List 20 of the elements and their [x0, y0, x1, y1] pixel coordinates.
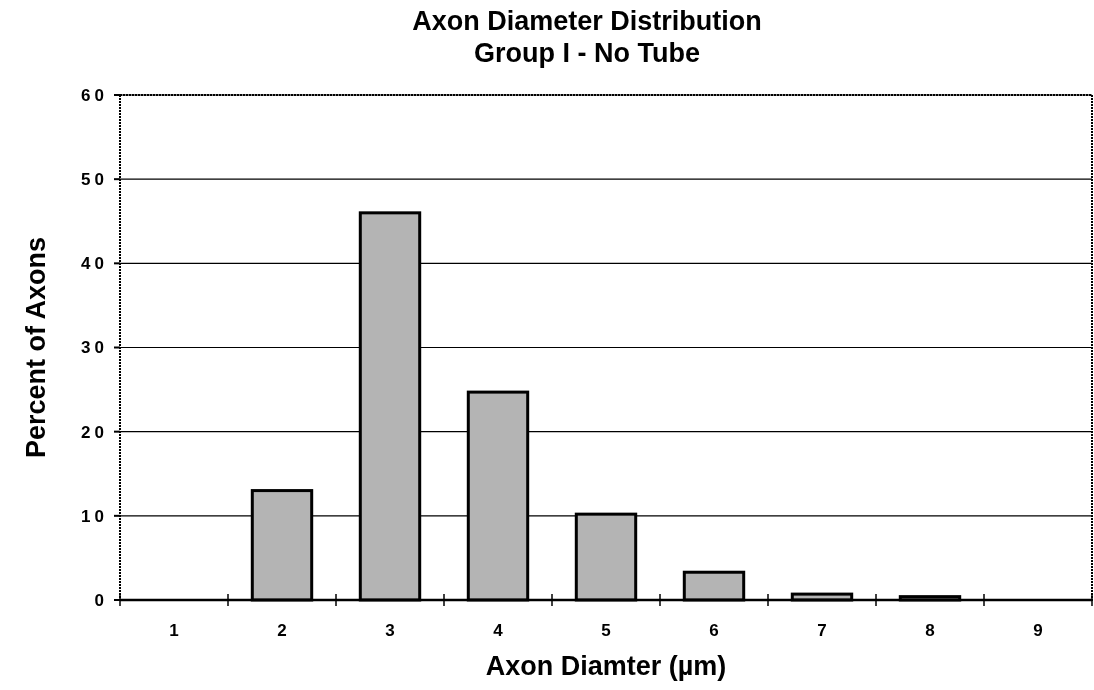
y-tick-label: 50: [81, 170, 108, 190]
x-tick-label: 7: [817, 621, 827, 640]
x-tick-label: 9: [1033, 621, 1043, 640]
x-tick-label: 8: [925, 621, 935, 640]
chart-subtitle: Group I - No Tube: [474, 38, 700, 68]
x-tick-label: 2: [277, 621, 287, 640]
y-axis-title: Percent of Axons: [21, 236, 51, 459]
y-tick-label: 40: [81, 254, 108, 274]
x-tick-label: 6: [709, 621, 719, 640]
y-tick-label: 0: [94, 590, 108, 610]
chart-title: Axon Diameter Distribution: [412, 6, 762, 36]
y-tick-label: 60: [81, 85, 108, 105]
x-tick-label: 4: [493, 621, 504, 640]
x-tick-label: 3: [385, 621, 395, 640]
y-tick-label: 10: [81, 506, 108, 526]
x-axis-title: Axon Diamter (µm): [485, 651, 727, 681]
y-tick-label: 20: [81, 422, 108, 442]
x-tick-label: 1: [169, 621, 179, 640]
y-tick-label: 30: [81, 338, 108, 358]
x-tick-label: 5: [601, 621, 611, 640]
